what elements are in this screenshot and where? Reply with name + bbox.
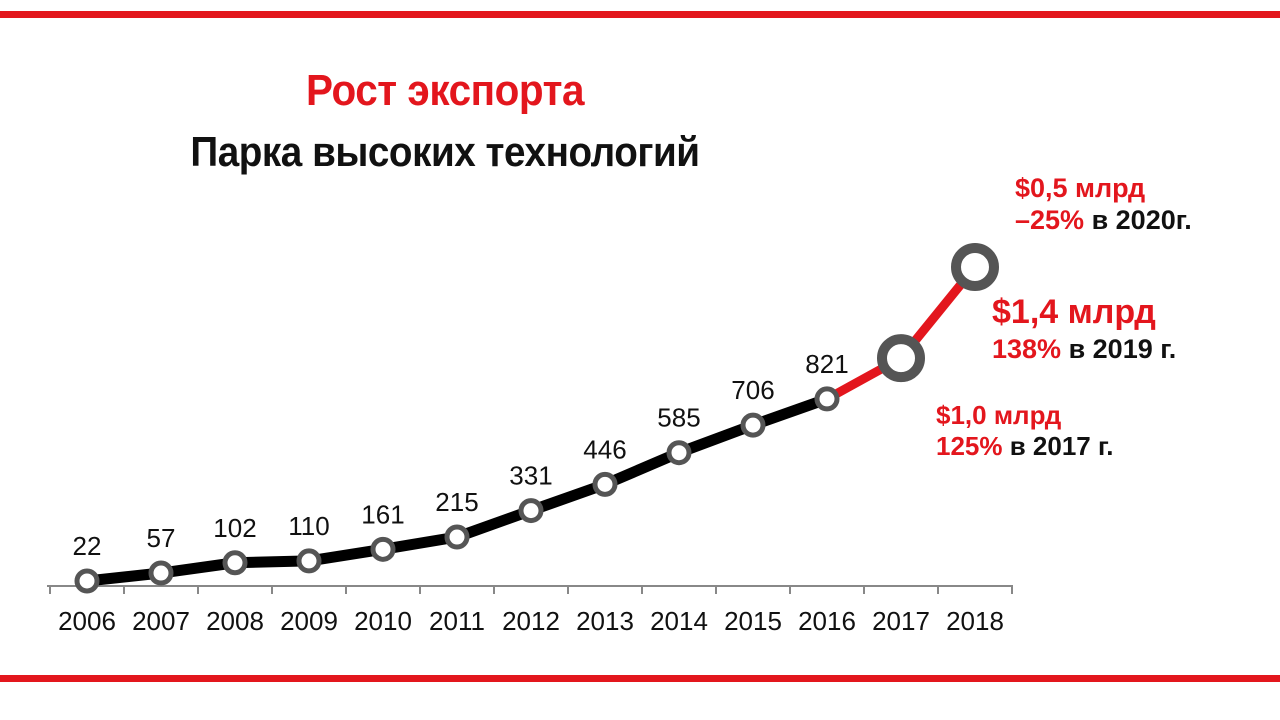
- x-tick-label-2018: 2018: [946, 606, 1004, 636]
- data-point-2009: [296, 548, 322, 574]
- data-point-2006: [74, 568, 100, 594]
- value-label-2012: 331: [509, 461, 552, 491]
- data-point-2007: [148, 560, 174, 586]
- data-point-2012: [518, 498, 544, 524]
- data-point-2017: [877, 334, 925, 383]
- x-tick-label-2011: 2011: [429, 606, 485, 636]
- data-point-2014: [666, 440, 692, 466]
- annotation-2020-change: –25%: [1015, 205, 1085, 236]
- value-label-2015: 706: [731, 375, 774, 405]
- value-label-2016: 821: [805, 349, 848, 379]
- annotation-2019: $1,4 млрд 138% в 2019 г.: [992, 292, 1176, 365]
- data-point-2013: [592, 471, 618, 497]
- value-label-2013: 446: [583, 434, 626, 464]
- x-tick-label-2007: 2007: [132, 606, 190, 636]
- x-tick-label-2013: 2013: [576, 606, 634, 636]
- x-tick-label-2010: 2010: [354, 606, 412, 636]
- value-label-2009: 110: [288, 511, 329, 541]
- top-red-rule: [0, 11, 1280, 18]
- value-label-2008: 102: [213, 513, 256, 543]
- value-label-2006: 22: [73, 531, 102, 561]
- value-label-2010: 161: [361, 499, 404, 529]
- x-tick-label-2015: 2015: [724, 606, 782, 636]
- bottom-red-rule: [0, 675, 1280, 682]
- chart-subtitle: Парка высоких технологий: [190, 128, 700, 175]
- data-point-2011: [444, 524, 470, 550]
- annotation-2019-year: в 2019 г.: [1061, 333, 1177, 364]
- value-label-2007: 57: [147, 523, 176, 553]
- x-tick-label-2006: 2006: [58, 606, 116, 636]
- value-label-2014: 585: [657, 403, 700, 433]
- annotation-2017-value: $1,0 млрд: [936, 400, 1062, 430]
- annotation-2017-change: 125%: [936, 431, 1003, 462]
- value-label-2011: 215: [435, 487, 478, 517]
- chart-title: Рост экспорта: [305, 66, 585, 115]
- data-point-2008: [222, 550, 248, 576]
- x-tick-label-2014: 2014: [650, 606, 708, 636]
- data-point-2015: [740, 412, 766, 438]
- annotation-2017: $1,0 млрд 125% в 2017 г.: [936, 400, 1113, 462]
- data-point-2010: [370, 536, 396, 562]
- x-tick-label-2016: 2016: [798, 606, 856, 636]
- x-tick-label-2008: 2008: [206, 606, 264, 636]
- annotation-2019-change: 138%: [992, 333, 1062, 364]
- annotation-2020: $0,5 млрд –25% в 2020г.: [1015, 172, 1192, 237]
- data-point-2016: [814, 386, 840, 412]
- annotation-2019-value: $1,4 млрд: [992, 293, 1156, 331]
- data-point-2018: [951, 243, 999, 291]
- annotation-2017-year: в 2017 г.: [1002, 431, 1114, 462]
- annotation-2020-value: $0,5 млрд: [1015, 173, 1146, 203]
- annotation-2020-year: в 2020г.: [1084, 205, 1192, 236]
- x-tick-label-2009: 2009: [280, 606, 338, 636]
- x-tick-label-2012: 2012: [502, 606, 560, 636]
- x-tick-label-2017: 2017: [872, 606, 930, 636]
